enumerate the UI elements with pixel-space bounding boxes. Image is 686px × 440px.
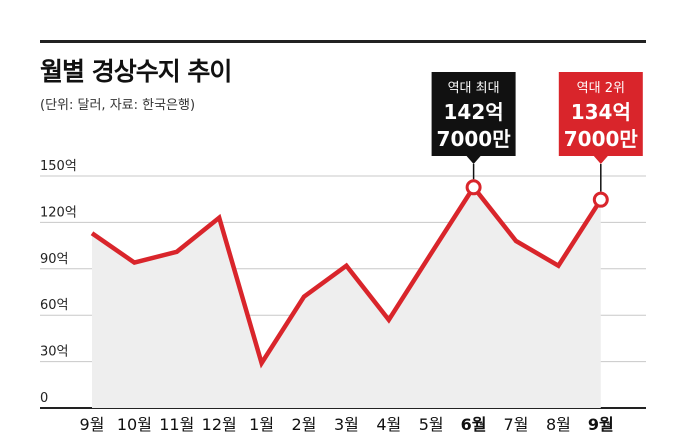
annotation-value-line1: 134억 bbox=[571, 100, 631, 124]
annotation-value-line1: 142억 bbox=[444, 100, 504, 124]
x-tick-label: 5월 bbox=[419, 415, 444, 434]
y-tick-label: 60억 bbox=[40, 298, 69, 313]
highlight-point bbox=[592, 191, 609, 208]
chart-title: 월별 경상수지 추이 bbox=[40, 57, 232, 86]
annotation-value-line2: 7000만 bbox=[564, 127, 639, 151]
x-tick-label: 12월 bbox=[202, 415, 237, 434]
x-tick-label: 3월 bbox=[334, 415, 359, 434]
annotation-pointer bbox=[466, 156, 481, 164]
y-tick-label: 0 bbox=[40, 391, 48, 406]
annotation-pointer bbox=[593, 156, 608, 164]
annotation-label: 역대 최대 bbox=[448, 81, 500, 96]
x-tick-label: 10월 bbox=[117, 415, 152, 434]
x-tick-label: 9월 bbox=[588, 415, 614, 434]
x-tick-label: 11월 bbox=[159, 415, 194, 434]
y-tick-label: 120억 bbox=[40, 205, 77, 220]
annotation-value-line2: 7000만 bbox=[437, 127, 512, 151]
annotation-label: 역대 2위 bbox=[577, 81, 625, 96]
y-tick-label: 30억 bbox=[40, 345, 69, 360]
x-tick-label: 9월 bbox=[80, 415, 105, 434]
highlight-point bbox=[465, 179, 482, 196]
area-fill bbox=[92, 187, 601, 408]
annotation-box bbox=[558, 72, 643, 156]
series-line bbox=[90, 183, 603, 369]
y-tick-label: 150억 bbox=[40, 159, 77, 174]
x-tick-label: 6월 bbox=[461, 415, 487, 434]
x-tick-label: 7월 bbox=[504, 415, 529, 434]
chart-subtitle: (단위: 달러, 자료: 한국은행) bbox=[40, 98, 196, 113]
x-tick-label: 8월 bbox=[546, 415, 571, 434]
annotation-box bbox=[431, 72, 516, 156]
x-tick-label: 4월 bbox=[376, 415, 401, 434]
y-tick-label: 90억 bbox=[40, 252, 69, 267]
top-rule bbox=[40, 40, 646, 43]
x-tick-label: 2월 bbox=[292, 415, 317, 434]
x-tick-label: 1월 bbox=[249, 415, 274, 434]
